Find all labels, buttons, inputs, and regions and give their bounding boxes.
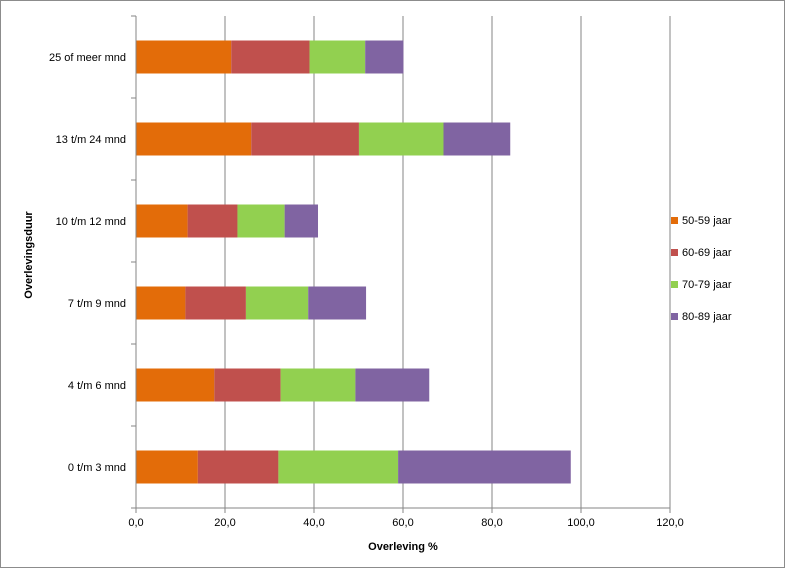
bar-segment bbox=[278, 450, 399, 484]
bar-segment bbox=[308, 286, 367, 320]
y-tick-label: 4 t/m 6 mnd bbox=[68, 380, 126, 392]
legend-swatch bbox=[671, 281, 678, 288]
x-tick-label: 20,0 bbox=[214, 517, 235, 529]
y-axis-title: Overlevingsduur bbox=[23, 211, 35, 299]
x-tick-label: 120,0 bbox=[656, 517, 684, 529]
bar-segment bbox=[136, 450, 198, 484]
x-tick-label: 0,0 bbox=[128, 517, 143, 529]
bar-segment bbox=[355, 368, 430, 402]
bar-segment bbox=[280, 368, 356, 402]
legend-swatch bbox=[671, 217, 678, 224]
gridlines bbox=[224, 16, 671, 508]
axes: 0,0 20,0 40,0 60,0 80,0 100,0 120,0 0 t/m 3 mnd… bbox=[49, 15, 684, 529]
bar-segment bbox=[398, 450, 571, 484]
legend-swatch bbox=[671, 313, 678, 320]
x-tick-label: 80,0 bbox=[481, 517, 502, 529]
bar-segment bbox=[237, 204, 285, 238]
bar-segment bbox=[187, 204, 238, 238]
bar-segment bbox=[136, 40, 232, 74]
bars bbox=[136, 40, 571, 484]
y-tick-label: 13 t/m 24 mnd bbox=[56, 134, 126, 146]
legend-label: 60-69 jaar bbox=[682, 247, 732, 259]
bar-segment bbox=[136, 368, 215, 402]
bar-segment bbox=[365, 40, 404, 74]
x-tick-label: 60,0 bbox=[392, 517, 413, 529]
x-tick-label: 100,0 bbox=[567, 517, 595, 529]
bar-segment bbox=[214, 368, 281, 402]
bar-segment bbox=[136, 204, 188, 238]
legend: 50-59 jaar 60-69 jaar 70-79 jaar 80-89 jaar bbox=[671, 215, 732, 323]
y-tick-label: 7 t/m 9 mnd bbox=[68, 298, 126, 310]
bar-segment bbox=[284, 204, 319, 238]
legend-label: 80-89 jaar bbox=[682, 311, 732, 323]
bar-segment bbox=[185, 286, 246, 320]
y-tick-label: 10 t/m 12 mnd bbox=[56, 216, 126, 228]
x-tick-label: 40,0 bbox=[303, 517, 324, 529]
bar-segment bbox=[245, 286, 309, 320]
bar-segment bbox=[309, 40, 366, 74]
y-tick-label: 0 t/m 3 mnd bbox=[68, 462, 126, 474]
legend-label: 50-59 jaar bbox=[682, 215, 732, 227]
y-tick-label: 25 of meer mnd bbox=[49, 52, 126, 64]
legend-swatch bbox=[671, 249, 678, 256]
x-axis-title: Overleving % bbox=[368, 541, 438, 553]
bar-segment bbox=[231, 40, 310, 74]
bar-segment bbox=[358, 122, 444, 156]
legend-label: 70-79 jaar bbox=[682, 279, 732, 291]
bar-segment bbox=[136, 286, 186, 320]
bar-segment bbox=[443, 122, 511, 156]
bar-segment bbox=[251, 122, 359, 156]
bar-segment bbox=[197, 450, 279, 484]
bar-segment bbox=[136, 122, 252, 156]
